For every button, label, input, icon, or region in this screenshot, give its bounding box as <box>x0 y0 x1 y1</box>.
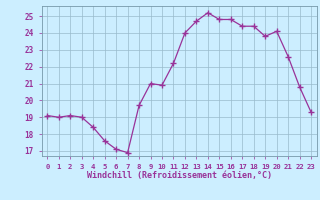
X-axis label: Windchill (Refroidissement éolien,°C): Windchill (Refroidissement éolien,°C) <box>87 171 272 180</box>
